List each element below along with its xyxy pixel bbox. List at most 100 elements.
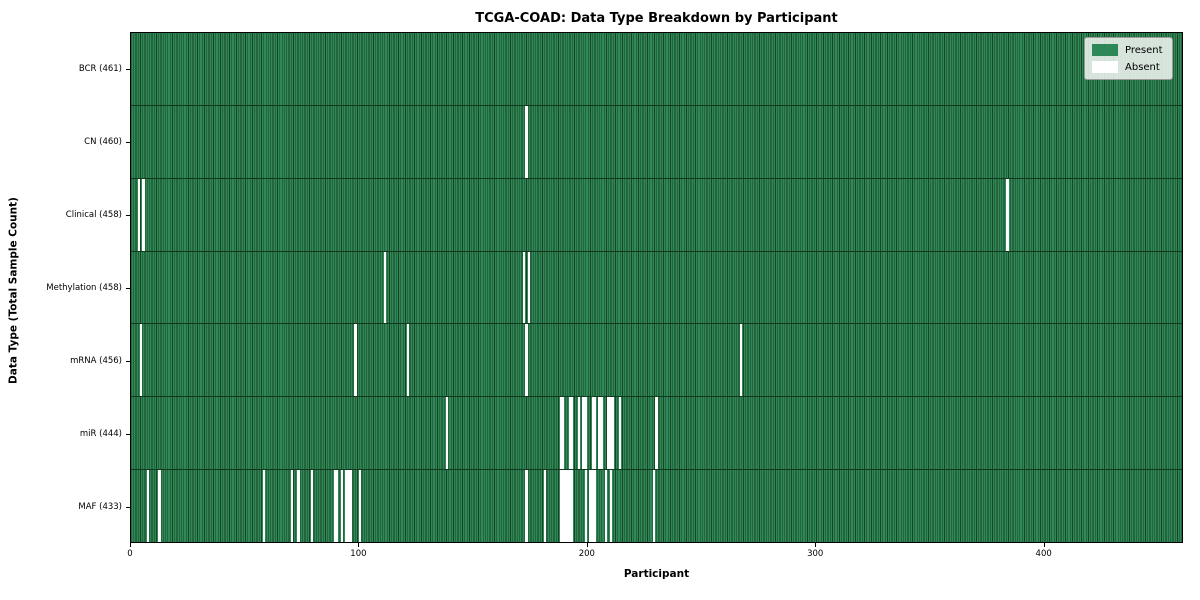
legend-item-absent: Absent <box>1092 61 1163 73</box>
y-tick-mark <box>126 360 130 362</box>
heatmap-row <box>131 396 1182 470</box>
absent-bar <box>1006 178 1009 251</box>
x-tick-mark <box>815 543 817 547</box>
absent-bar <box>333 470 337 543</box>
absent-bar <box>568 470 571 543</box>
heatmap-row <box>131 33 1182 105</box>
absent-bar <box>543 470 546 543</box>
absent-bar <box>591 397 594 470</box>
absent-bar <box>263 470 266 543</box>
y-tick-mark <box>126 287 130 289</box>
absent-bar <box>140 324 143 397</box>
absent-bar <box>584 470 587 543</box>
x-tick-label: 100 <box>350 549 367 559</box>
absent-bar <box>297 470 300 543</box>
present-swatch <box>1092 44 1118 56</box>
absent-bar <box>142 178 145 251</box>
absent-bar <box>593 397 597 470</box>
absent-swatch <box>1092 61 1118 73</box>
heatmap-row <box>131 323 1182 397</box>
absent-bar <box>340 470 343 543</box>
absent-bar <box>347 470 350 543</box>
legend-item-present: Present <box>1092 44 1163 56</box>
heatmap-row <box>131 177 1182 251</box>
absent-bar <box>559 397 562 470</box>
y-axis-label: Data Type (Total Sample Count) <box>7 197 20 384</box>
heatmap-plot <box>130 32 1183 543</box>
absent-bar <box>584 397 587 470</box>
absent-bar <box>561 397 565 470</box>
x-tick-label: 0 <box>127 549 133 559</box>
absent-bar <box>593 470 597 543</box>
x-tick-label: 300 <box>807 549 824 559</box>
y-tick-label: CN (460) <box>84 136 122 147</box>
absent-bar <box>589 470 592 543</box>
absent-bar <box>605 470 608 543</box>
absent-bar <box>158 470 161 543</box>
absent-bar <box>358 470 362 543</box>
chart-title: TCGA-COAD: Data Type Breakdown by Partic… <box>475 11 838 26</box>
absent-bar <box>559 470 562 543</box>
absent-bar <box>137 178 141 251</box>
y-tick-mark <box>126 214 130 216</box>
y-tick-label: MAF (433) <box>78 501 122 512</box>
absent-bar <box>571 397 574 470</box>
absent-bar <box>406 324 410 397</box>
absent-bar <box>146 470 150 543</box>
y-tick-mark <box>126 506 130 508</box>
absent-bar <box>311 470 314 543</box>
legend-label-present: Present <box>1125 44 1163 56</box>
absent-bar <box>598 397 601 470</box>
absent-bar <box>577 397 581 470</box>
legend-label-absent: Absent <box>1125 61 1160 73</box>
absent-bar <box>564 470 567 543</box>
x-tick-label: 200 <box>578 549 595 559</box>
absent-bar <box>384 251 387 324</box>
x-tick-label: 400 <box>1035 549 1052 559</box>
absent-bar <box>618 397 622 470</box>
absent-bar <box>653 470 656 543</box>
absent-bar <box>345 470 348 543</box>
x-tick-mark <box>1043 543 1045 547</box>
absent-bar <box>591 470 594 543</box>
absent-bar <box>582 397 585 470</box>
y-tick-label: BCR (461) <box>78 63 122 74</box>
x-tick-mark <box>130 543 131 547</box>
absent-bar <box>612 397 615 470</box>
y-tick-mark <box>126 141 130 143</box>
y-tick-mark <box>126 68 130 70</box>
absent-bar <box>561 470 565 543</box>
absent-bar <box>568 397 571 470</box>
y-tick-label: miR (444) <box>79 428 122 439</box>
absent-bar <box>527 251 530 324</box>
y-tick-mark <box>126 433 130 435</box>
x-tick-mark <box>586 543 588 547</box>
x-tick-mark <box>358 543 360 547</box>
absent-bar <box>349 470 353 543</box>
absent-bar <box>609 470 613 543</box>
absent-bar <box>525 470 528 543</box>
absent-bar <box>607 397 610 470</box>
x-axis-label: Participant <box>623 568 690 580</box>
absent-bar <box>354 324 357 397</box>
heatmap-row <box>131 250 1182 324</box>
absent-bar <box>609 397 613 470</box>
absent-bar <box>336 470 339 543</box>
heatmap-row <box>131 469 1182 543</box>
absent-bar <box>600 397 603 470</box>
absent-bar <box>525 324 528 397</box>
absent-bar <box>525 105 528 178</box>
heatmap-row <box>131 104 1182 178</box>
absent-bar <box>571 470 574 543</box>
absent-bar <box>566 470 569 543</box>
legend: Present Absent <box>1084 37 1173 80</box>
y-axis-label-wrap: Data Type (Total Sample Count) <box>2 151 21 431</box>
absent-bar <box>739 324 742 397</box>
absent-bar <box>523 251 526 324</box>
absent-bar <box>290 470 293 543</box>
absent-bar <box>445 397 448 470</box>
y-tick-label: Clinical (458) <box>65 209 122 220</box>
y-tick-label: mRNA (456) <box>70 355 122 366</box>
y-tick-label: Methylation (458) <box>46 282 122 293</box>
